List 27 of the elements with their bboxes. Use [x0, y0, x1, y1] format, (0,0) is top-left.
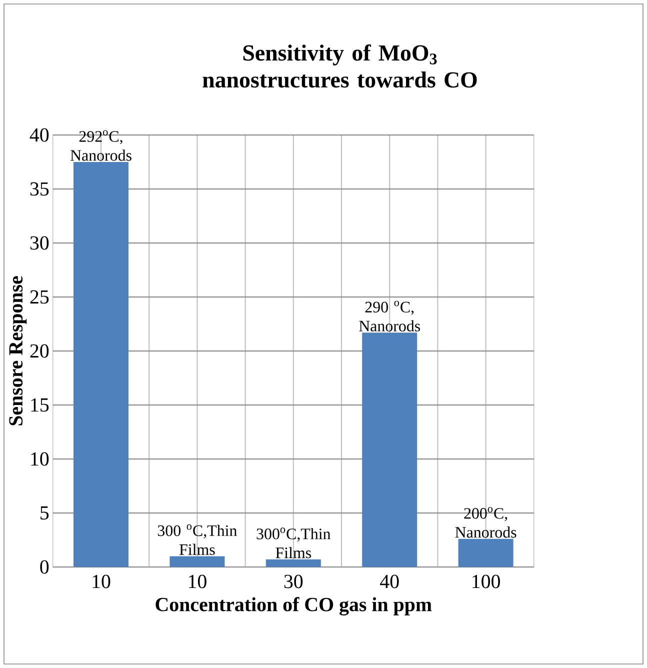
annotation: 300$^{o}$C,Thin Films	[256, 528, 331, 558]
y-tick-label: 25	[30, 290, 49, 304]
chart-title: Sensitivity of MoO$_{3}$ nanostructures towards CO	[202, 44, 477, 88]
x-tick-label: 30	[284, 574, 303, 588]
bar	[170, 556, 225, 567]
annotation: 290 $^{o}$C, Nanorods	[359, 300, 420, 332]
y-axis-title: Sensore Response	[9, 276, 27, 426]
y-tick-label: 5	[40, 506, 49, 520]
bar	[362, 332, 418, 567]
bar	[266, 559, 321, 567]
y-tick-label: 0	[40, 560, 49, 574]
annotation: 200$^{o}$C, Nanorods	[455, 507, 516, 538]
x-axis-title: Concentration of CO gas in ppm	[156, 597, 432, 616]
y-tick-label: 20	[30, 344, 49, 358]
y-tick-label: 15	[31, 398, 49, 412]
bar	[458, 538, 514, 567]
y-tick-label: 35	[30, 182, 49, 196]
annotation: 292$^{o}$C, Nanorods	[70, 130, 132, 161]
y-tick-label: 10	[31, 452, 49, 466]
y-tick-label: 40	[30, 128, 49, 142]
y-tick-label: 30	[30, 236, 49, 250]
bar	[74, 162, 128, 567]
x-tick-label: 10	[188, 574, 206, 588]
annotation: 300 $^{o}$C,Thin Films	[158, 524, 237, 555]
x-tick-label: 100	[472, 574, 500, 588]
x-tick-label: 40	[380, 574, 399, 588]
x-tick-label: 10	[92, 574, 110, 588]
